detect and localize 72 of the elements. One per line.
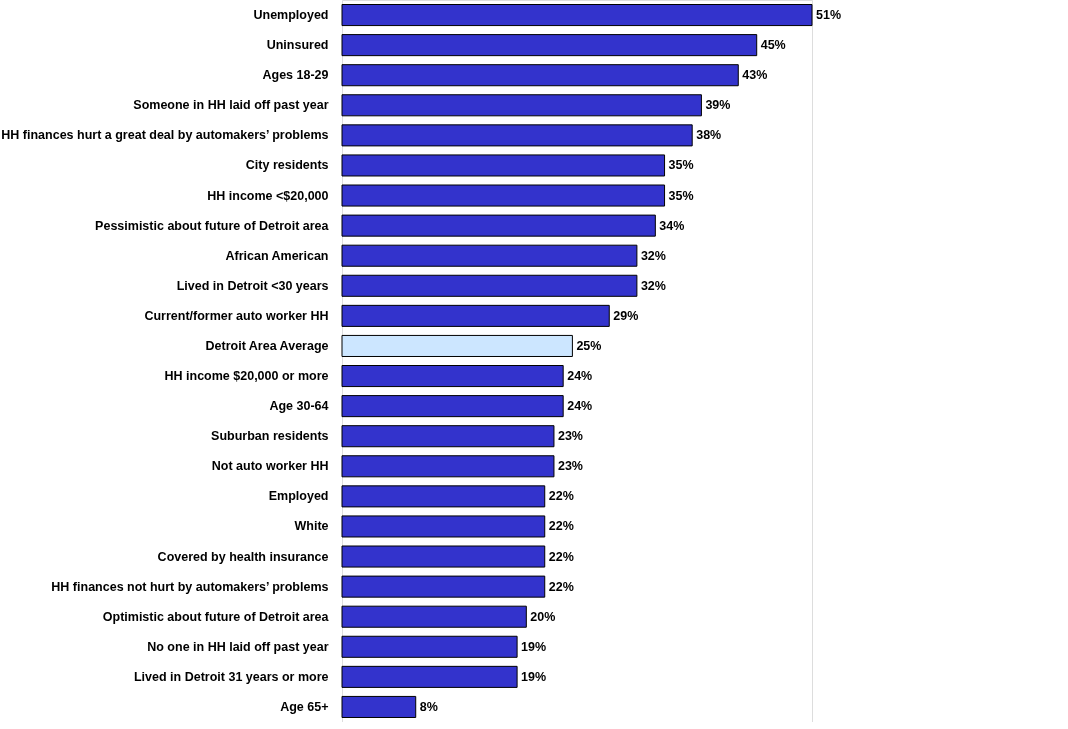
bar (341, 665, 518, 688)
data-label: 24% (567, 399, 593, 414)
data-label: 22% (548, 519, 574, 534)
data-label: 23% (557, 429, 583, 444)
y-tick-label: Employed (268, 489, 329, 504)
data-label: 24% (567, 369, 593, 384)
bar (341, 334, 573, 357)
data-label: 23% (557, 459, 583, 474)
bar (341, 184, 666, 207)
data-label: 43% (742, 68, 768, 83)
y-tick-label: HH income $20,000 or more (164, 369, 329, 384)
data-label: 19% (521, 639, 547, 654)
bar (341, 274, 638, 297)
bar (341, 94, 702, 117)
y-tick-label: Pessimistic about future of Detroit area (95, 218, 330, 233)
y-tick-label: Optimistic about future of Detroit area (102, 609, 330, 624)
bar (341, 64, 739, 87)
data-label: 32% (640, 248, 666, 263)
data-label: 32% (640, 278, 666, 293)
data-label: 20% (530, 609, 556, 624)
bar (341, 425, 555, 448)
bar (341, 605, 527, 628)
bar (341, 365, 564, 388)
data-label: 51% (816, 8, 842, 23)
y-tick-label: No one in HH laid off past year (147, 639, 329, 654)
bar (341, 545, 546, 568)
data-label: 35% (668, 158, 694, 173)
bar (341, 695, 417, 718)
data-label: 22% (548, 549, 574, 564)
y-tick-label: Suburban residents (211, 429, 329, 444)
data-label: 19% (521, 669, 547, 684)
bar (341, 635, 518, 658)
y-tick-label: White (294, 519, 329, 534)
bar (341, 214, 656, 237)
y-tick-label: HH finances hurt a great deal by automakers’ problems (1, 128, 329, 143)
y-tick-label: Uninsured (266, 38, 329, 53)
bar (341, 515, 546, 538)
bar (341, 154, 666, 177)
data-label: 45% (760, 38, 786, 53)
y-tick-label: African American (225, 248, 329, 263)
bar (341, 395, 564, 418)
data-label: 25% (576, 338, 602, 353)
y-tick-label: Unemployed (253, 8, 329, 23)
bar (341, 485, 546, 508)
bar (341, 304, 610, 327)
y-tick-label: Detroit Area Average (205, 338, 329, 353)
bar (341, 575, 546, 598)
y-tick-label: Lived in Detroit 31 years or more (133, 669, 329, 684)
y-tick-label: Lived in Detroit <30 years (176, 278, 329, 293)
y-tick-label: Someone in HH laid off past year (133, 98, 329, 113)
data-label: 8% (419, 699, 438, 714)
data-label: 39% (705, 98, 731, 113)
y-tick-label: Ages 18-29 (262, 68, 329, 83)
data-label: 22% (548, 489, 574, 504)
data-label: 35% (668, 188, 694, 203)
y-tick-label: Current/former auto worker HH (144, 308, 329, 323)
bar (341, 4, 813, 27)
y-tick-label: HH finances not hurt by automakers’ problems (51, 579, 329, 594)
data-label: 22% (548, 579, 574, 594)
bar (341, 244, 638, 267)
y-tick-label: HH income <$20,000 (207, 188, 329, 203)
data-label: 38% (696, 128, 722, 143)
y-tick-label: City residents (245, 158, 329, 173)
bar (341, 34, 758, 57)
y-tick-label: Age 30-64 (269, 399, 329, 414)
data-label: 34% (659, 218, 685, 233)
y-tick-label: Covered by health insurance (157, 549, 329, 564)
bar (341, 455, 555, 478)
y-tick-label: Not auto worker HH (211, 459, 329, 474)
bar (341, 124, 693, 147)
data-label: 29% (613, 308, 639, 323)
y-tick-label: Age 65+ (280, 699, 329, 714)
